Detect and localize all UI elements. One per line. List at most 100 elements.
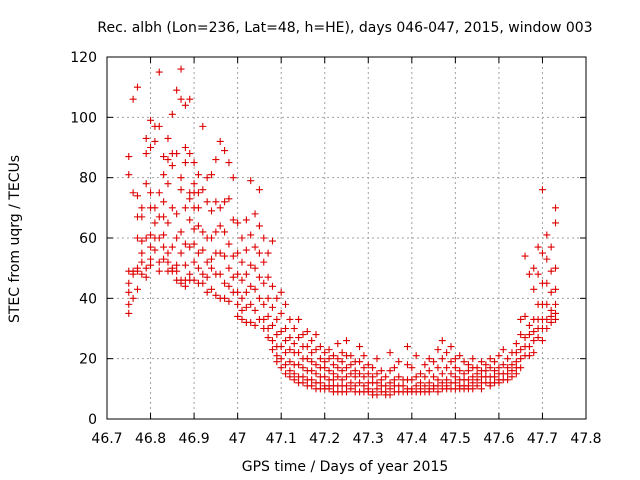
data-point xyxy=(190,276,198,284)
data-point xyxy=(238,306,246,314)
y-tick-label: 40 xyxy=(79,291,97,307)
data-point xyxy=(417,379,425,387)
data-point xyxy=(160,231,168,239)
data-point xyxy=(295,349,303,357)
data-point xyxy=(525,321,533,329)
data-point xyxy=(552,300,560,308)
data-point xyxy=(543,231,551,239)
data-point xyxy=(194,204,202,212)
data-point xyxy=(282,337,290,345)
data-point xyxy=(238,234,246,242)
data-point xyxy=(260,315,268,323)
data-point xyxy=(473,364,481,372)
data-point xyxy=(334,364,342,372)
data-point xyxy=(486,382,494,390)
data-point xyxy=(286,358,294,366)
data-point xyxy=(208,171,216,179)
data-point xyxy=(334,373,342,381)
data-point xyxy=(247,318,255,326)
data-point xyxy=(282,361,290,369)
data-point xyxy=(538,186,546,194)
data-point xyxy=(181,282,189,290)
data-point xyxy=(155,68,163,76)
data-point xyxy=(360,382,368,390)
data-point xyxy=(508,373,516,381)
data-point xyxy=(242,216,250,224)
data-point xyxy=(517,355,525,363)
data-point xyxy=(168,243,176,251)
data-point xyxy=(133,285,141,293)
data-point xyxy=(264,325,272,332)
data-point xyxy=(160,198,168,206)
x-tick-label: 47.6 xyxy=(483,431,514,447)
data-point xyxy=(151,137,159,145)
data-point xyxy=(125,288,133,296)
data-point xyxy=(338,367,346,375)
data-point xyxy=(543,279,551,287)
data-point xyxy=(199,228,207,236)
data-point xyxy=(299,331,307,339)
data-point xyxy=(199,186,207,194)
data-point xyxy=(295,315,303,323)
data-point xyxy=(434,388,442,396)
data-point xyxy=(221,279,229,287)
data-point xyxy=(268,321,276,329)
data-point xyxy=(194,171,202,179)
data-point xyxy=(299,364,307,372)
data-point xyxy=(173,210,181,218)
data-point xyxy=(412,352,420,360)
data-point xyxy=(238,315,246,323)
data-point xyxy=(251,243,259,251)
data-point xyxy=(234,270,242,278)
data-point xyxy=(164,249,172,257)
data-point xyxy=(242,288,250,296)
data-point xyxy=(547,288,555,296)
data-point xyxy=(277,328,285,336)
data-point xyxy=(181,144,189,151)
data-point xyxy=(543,300,551,308)
data-point xyxy=(447,370,455,378)
data-point xyxy=(264,334,272,342)
data-point xyxy=(299,379,307,387)
data-point xyxy=(338,358,346,366)
x-tick-label: 46.8 xyxy=(135,431,166,447)
data-point xyxy=(181,204,189,212)
data-point xyxy=(552,309,560,317)
data-point xyxy=(147,189,155,197)
data-point xyxy=(168,162,176,170)
data-point xyxy=(238,258,246,266)
data-point xyxy=(504,364,512,372)
data-point xyxy=(477,358,485,366)
data-point xyxy=(264,312,272,320)
data-point xyxy=(255,222,263,230)
data-point xyxy=(347,385,355,393)
data-point xyxy=(351,382,359,390)
data-point xyxy=(443,376,451,384)
data-point xyxy=(286,315,294,323)
data-point xyxy=(308,337,316,345)
data-point xyxy=(286,334,294,342)
data-point xyxy=(312,361,320,369)
data-point xyxy=(225,264,233,272)
data-point xyxy=(504,376,512,384)
data-point xyxy=(216,204,224,212)
data-point xyxy=(390,364,398,372)
data-point xyxy=(186,195,194,203)
data-point xyxy=(325,385,333,393)
data-point xyxy=(425,388,433,396)
data-point xyxy=(125,153,133,161)
data-point xyxy=(347,379,355,387)
data-point xyxy=(142,150,150,158)
grid-lines xyxy=(107,57,586,419)
data-point xyxy=(325,367,333,375)
data-point xyxy=(360,364,368,372)
data-point xyxy=(177,249,185,257)
data-point xyxy=(234,312,242,320)
data-point xyxy=(282,370,290,378)
data-point xyxy=(525,331,533,339)
data-point xyxy=(194,189,202,197)
data-point xyxy=(221,294,229,302)
data-point xyxy=(512,349,520,357)
data-point xyxy=(460,370,468,378)
data-point xyxy=(173,150,181,158)
